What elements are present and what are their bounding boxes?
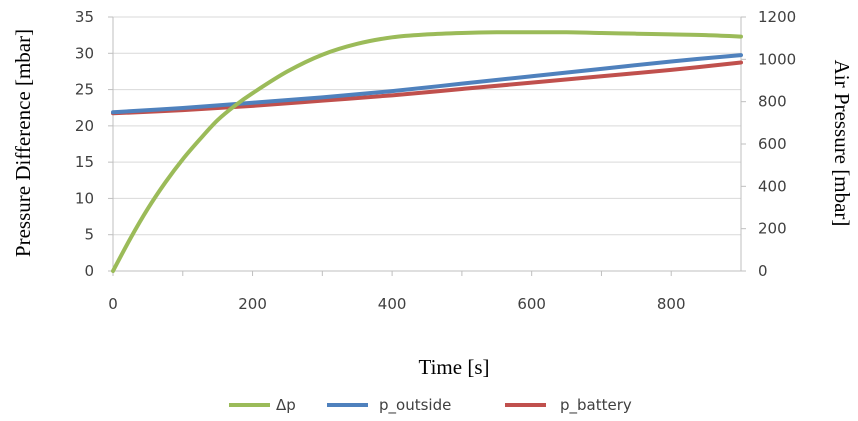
y-right-tick-label: 1000 (758, 50, 796, 68)
right-y-tick-labels: 0 200 400 600 800 1000 1200 (758, 8, 796, 280)
left-y-tick-labels: 0 5 10 15 20 25 30 35 (75, 8, 94, 280)
y-right-tick-label: 400 (758, 177, 787, 195)
right-axis-title: Air Pressure [mbar] (830, 60, 854, 227)
y-left-tick-label: 25 (75, 81, 94, 99)
legend-label: p_battery (560, 396, 632, 415)
series-lines (111, 30, 743, 273)
axes (108, 16, 746, 276)
y-left-tick-label: 5 (84, 226, 94, 244)
x-axis-title: Time [s] (419, 355, 490, 379)
x-tick-label: 400 (378, 295, 407, 313)
y-left-tick-label: 15 (75, 153, 94, 171)
x-tick-label: 200 (238, 295, 267, 313)
y-left-tick-label: 0 (84, 262, 94, 280)
legend: Δp p_outside p_battery (229, 396, 632, 415)
y-right-tick-label: 200 (758, 220, 787, 238)
series-line-p_battery (111, 60, 743, 116)
y-left-tick-label: 35 (75, 8, 94, 26)
series-line-p_outside (111, 53, 743, 115)
x-tick-label: 600 (517, 295, 546, 313)
y-left-tick-label: 30 (75, 44, 94, 62)
x-tick-label: 0 (108, 295, 118, 313)
series-line-p (111, 30, 743, 273)
y-left-tick-label: 20 (75, 117, 94, 135)
legend-label: Δp (276, 396, 296, 414)
x-tick-label: 800 (657, 295, 686, 313)
left-axis-title: Pressure Difference [mbar] (11, 29, 35, 257)
y-left-tick-label: 10 (75, 189, 94, 207)
y-right-tick-label: 800 (758, 93, 787, 111)
y-right-tick-label: 0 (758, 262, 768, 280)
y-right-tick-label: 1200 (758, 8, 796, 26)
gridlines (113, 16, 741, 272)
x-tick-labels: 0 200 400 600 800 (108, 295, 685, 313)
y-right-tick-label: 600 (758, 135, 787, 153)
legend-label: p_outside (379, 396, 451, 415)
